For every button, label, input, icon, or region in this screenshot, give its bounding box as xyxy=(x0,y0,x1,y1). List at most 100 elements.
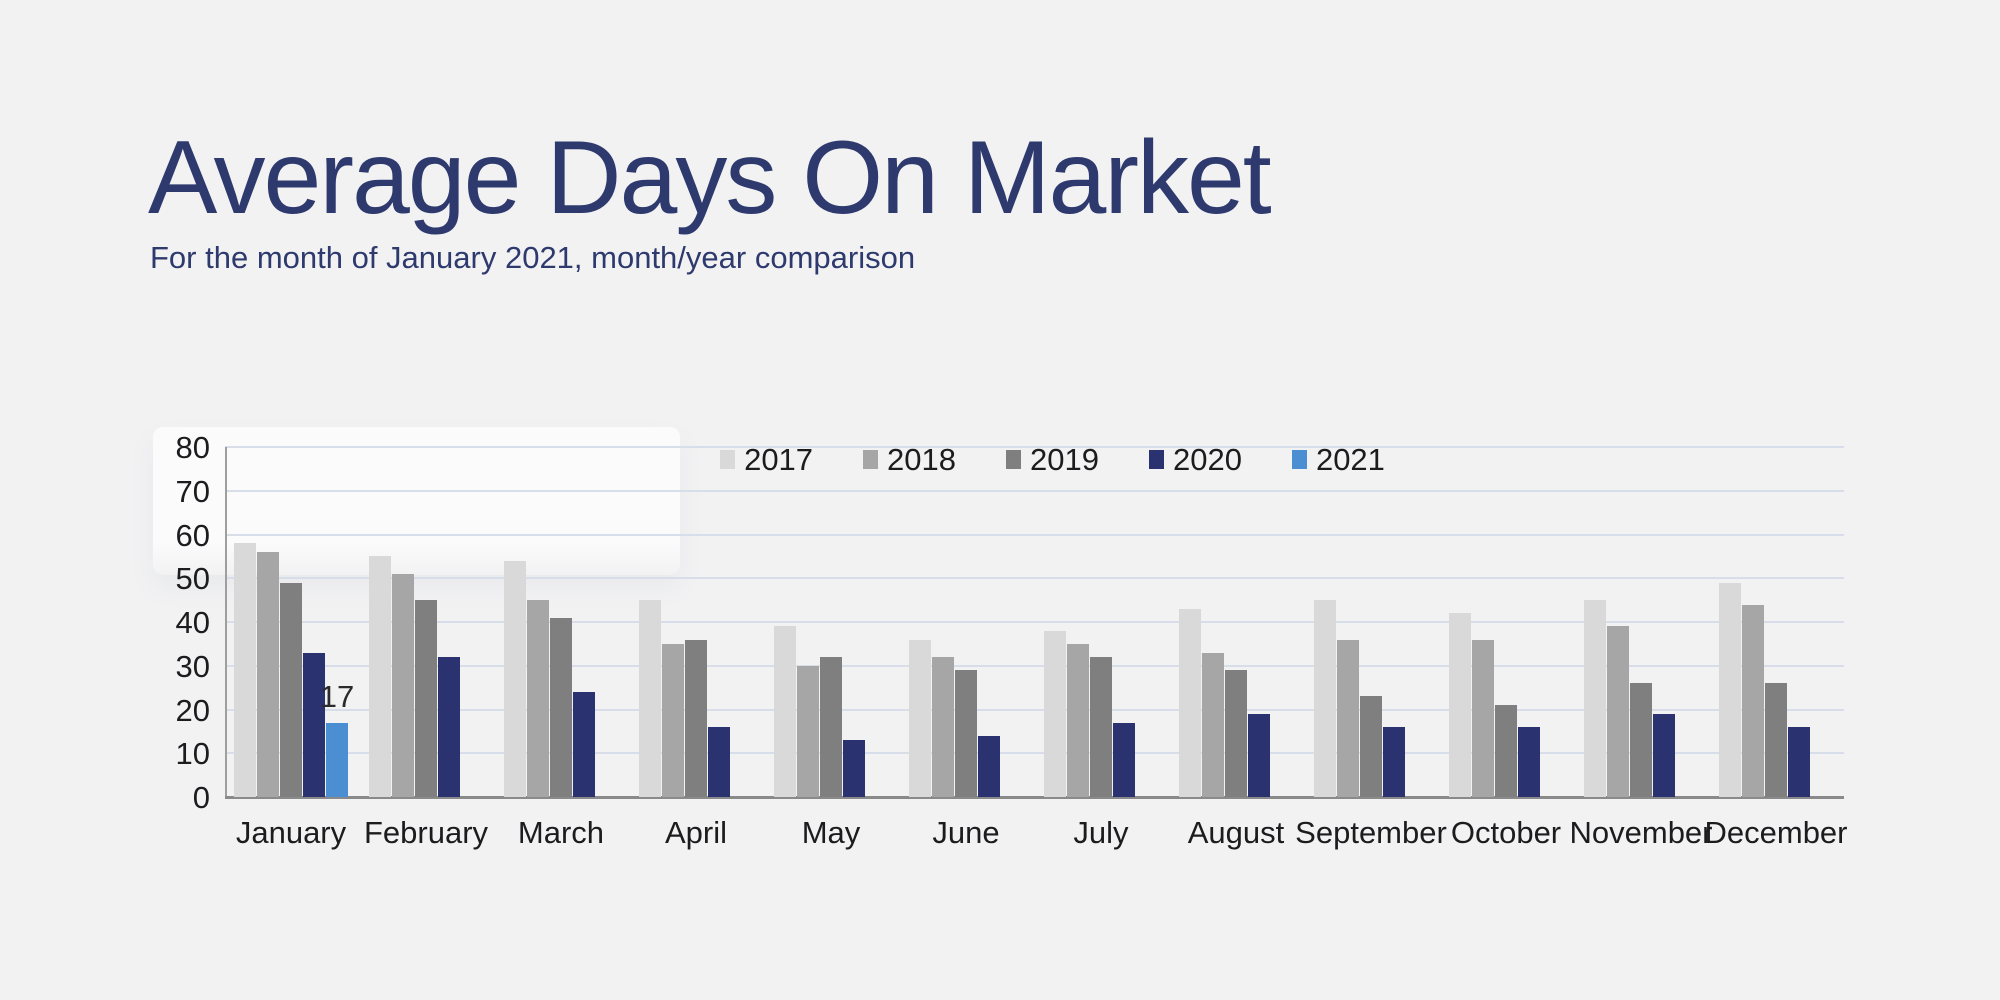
legend-swatch-2021 xyxy=(1291,450,1307,469)
legend-swatch-2018 xyxy=(863,450,879,469)
legend-label-2019: 2019 xyxy=(1030,442,1099,477)
bar-february-2018 xyxy=(392,573,414,797)
x-axis-label-february: February xyxy=(363,815,489,850)
x-axis-label-january: January xyxy=(235,815,347,850)
x-axis-label-august: August xyxy=(1187,815,1285,850)
bar-april-2019 xyxy=(685,639,707,797)
legend-item-2019: 2019 xyxy=(1006,444,1099,475)
bar-february-2020 xyxy=(438,657,460,797)
x-axis-label-may: May xyxy=(801,815,861,850)
bar-october-2017 xyxy=(1449,613,1471,797)
x-axis-label-june: June xyxy=(932,815,1000,850)
bar-june-2020 xyxy=(978,735,1000,797)
y-tick-label-70: 70 xyxy=(175,473,210,509)
gridline-70 xyxy=(225,489,1844,492)
gridline-80 xyxy=(225,446,1844,448)
bar-november-2018 xyxy=(1607,626,1629,797)
y-axis-line xyxy=(225,447,227,797)
legend-swatch-2020 xyxy=(1148,450,1164,469)
bar-november-2020 xyxy=(1653,713,1675,797)
y-tick-label-40: 40 xyxy=(175,605,210,640)
legend-label-2021: 2021 xyxy=(1315,442,1385,477)
gridline-30 xyxy=(225,664,1844,667)
bar-january-2020 xyxy=(303,652,325,797)
bar-july-2020 xyxy=(1113,722,1135,797)
gridline-60 xyxy=(225,533,1844,536)
bar-march-2018 xyxy=(527,600,549,797)
x-axis-label-november: November xyxy=(1569,815,1713,850)
bar-may-2019 xyxy=(820,657,842,797)
bar-december-2019 xyxy=(1765,683,1787,797)
bar-may-2018 xyxy=(797,665,819,797)
bar-may-2020 xyxy=(843,740,865,797)
bar-september-2019 xyxy=(1360,696,1382,797)
bar-september-2017 xyxy=(1314,600,1336,797)
x-axis-label-april: April xyxy=(664,815,727,850)
bar-january-2019 xyxy=(280,582,302,797)
bar-april-2017 xyxy=(639,600,661,797)
gridline-20 xyxy=(225,708,1844,711)
data-label-january-2021: 17 xyxy=(319,678,355,714)
x-axis-label-march: March xyxy=(517,815,605,850)
bar-march-2017 xyxy=(504,560,526,797)
bar-february-2017 xyxy=(369,556,391,797)
bar-december-2020 xyxy=(1788,727,1810,797)
bar-october-2018 xyxy=(1472,639,1494,797)
y-tick-label-20: 20 xyxy=(175,692,210,728)
bar-october-2019 xyxy=(1495,705,1517,797)
bar-september-2020 xyxy=(1383,727,1405,797)
legend-label-2017: 2017 xyxy=(744,442,814,477)
bar-january-2021 xyxy=(326,722,348,797)
gridline-50 xyxy=(225,577,1844,580)
page-subtitle: For the month of January 2021, month/yea… xyxy=(150,240,916,275)
legend-item-2017: 2017 xyxy=(720,444,813,475)
chart-legend: 2017 2018 2019 2020 2021 xyxy=(243,444,1862,475)
gridline-40 xyxy=(225,621,1844,623)
bar-august-2020 xyxy=(1248,713,1270,797)
y-tick-label-60: 60 xyxy=(175,517,210,553)
y-tick-label-50: 50 xyxy=(175,561,210,597)
x-axis-label-july: July xyxy=(1073,815,1129,850)
bar-august-2017 xyxy=(1179,608,1201,797)
bar-june-2019 xyxy=(955,670,977,797)
bar-august-2019 xyxy=(1225,670,1247,797)
legend-item-2018: 2018 xyxy=(863,444,956,475)
x-axis-label-december: December xyxy=(1704,815,1848,850)
bar-april-2020 xyxy=(708,727,730,797)
bar-may-2017 xyxy=(774,626,796,797)
bar-august-2018 xyxy=(1202,652,1224,797)
bar-april-2018 xyxy=(662,643,684,797)
gridline-10 xyxy=(225,752,1844,755)
bar-november-2019 xyxy=(1630,683,1652,797)
bar-june-2017 xyxy=(909,639,931,797)
legend-swatch-2017 xyxy=(720,450,736,469)
bar-june-2018 xyxy=(932,657,954,797)
bar-november-2017 xyxy=(1584,600,1606,797)
y-tick-label-80: 80 xyxy=(175,430,210,465)
bar-december-2017 xyxy=(1719,582,1741,797)
bar-january-2018 xyxy=(257,552,279,797)
bar-september-2018 xyxy=(1337,639,1359,797)
bar-october-2020 xyxy=(1518,727,1540,797)
page-title: Average Days On Market xyxy=(148,120,1272,236)
y-tick-label-10: 10 xyxy=(175,736,210,772)
bar-january-2017 xyxy=(234,543,256,797)
x-axis-label-october: October xyxy=(1450,815,1562,850)
bar-july-2017 xyxy=(1044,630,1066,797)
legend-label-2020: 2020 xyxy=(1172,442,1242,477)
bar-march-2020 xyxy=(573,692,595,797)
bar-march-2019 xyxy=(550,617,572,797)
x-axis-label-september: September xyxy=(1295,815,1447,850)
legend-label-2018: 2018 xyxy=(887,442,957,477)
legend-item-2021: 2021 xyxy=(1291,442,1385,477)
bar-december-2018 xyxy=(1742,604,1764,797)
y-tick-label-0: 0 xyxy=(192,780,210,815)
legend-swatch-2019 xyxy=(1006,450,1022,469)
legend-item-2020: 2020 xyxy=(1148,442,1242,477)
x-axis-baseline xyxy=(225,796,1844,799)
y-tick-label-30: 30 xyxy=(175,648,210,684)
bar-july-2018 xyxy=(1067,643,1089,797)
bar-february-2019 xyxy=(415,600,437,797)
bar-july-2019 xyxy=(1090,657,1112,797)
